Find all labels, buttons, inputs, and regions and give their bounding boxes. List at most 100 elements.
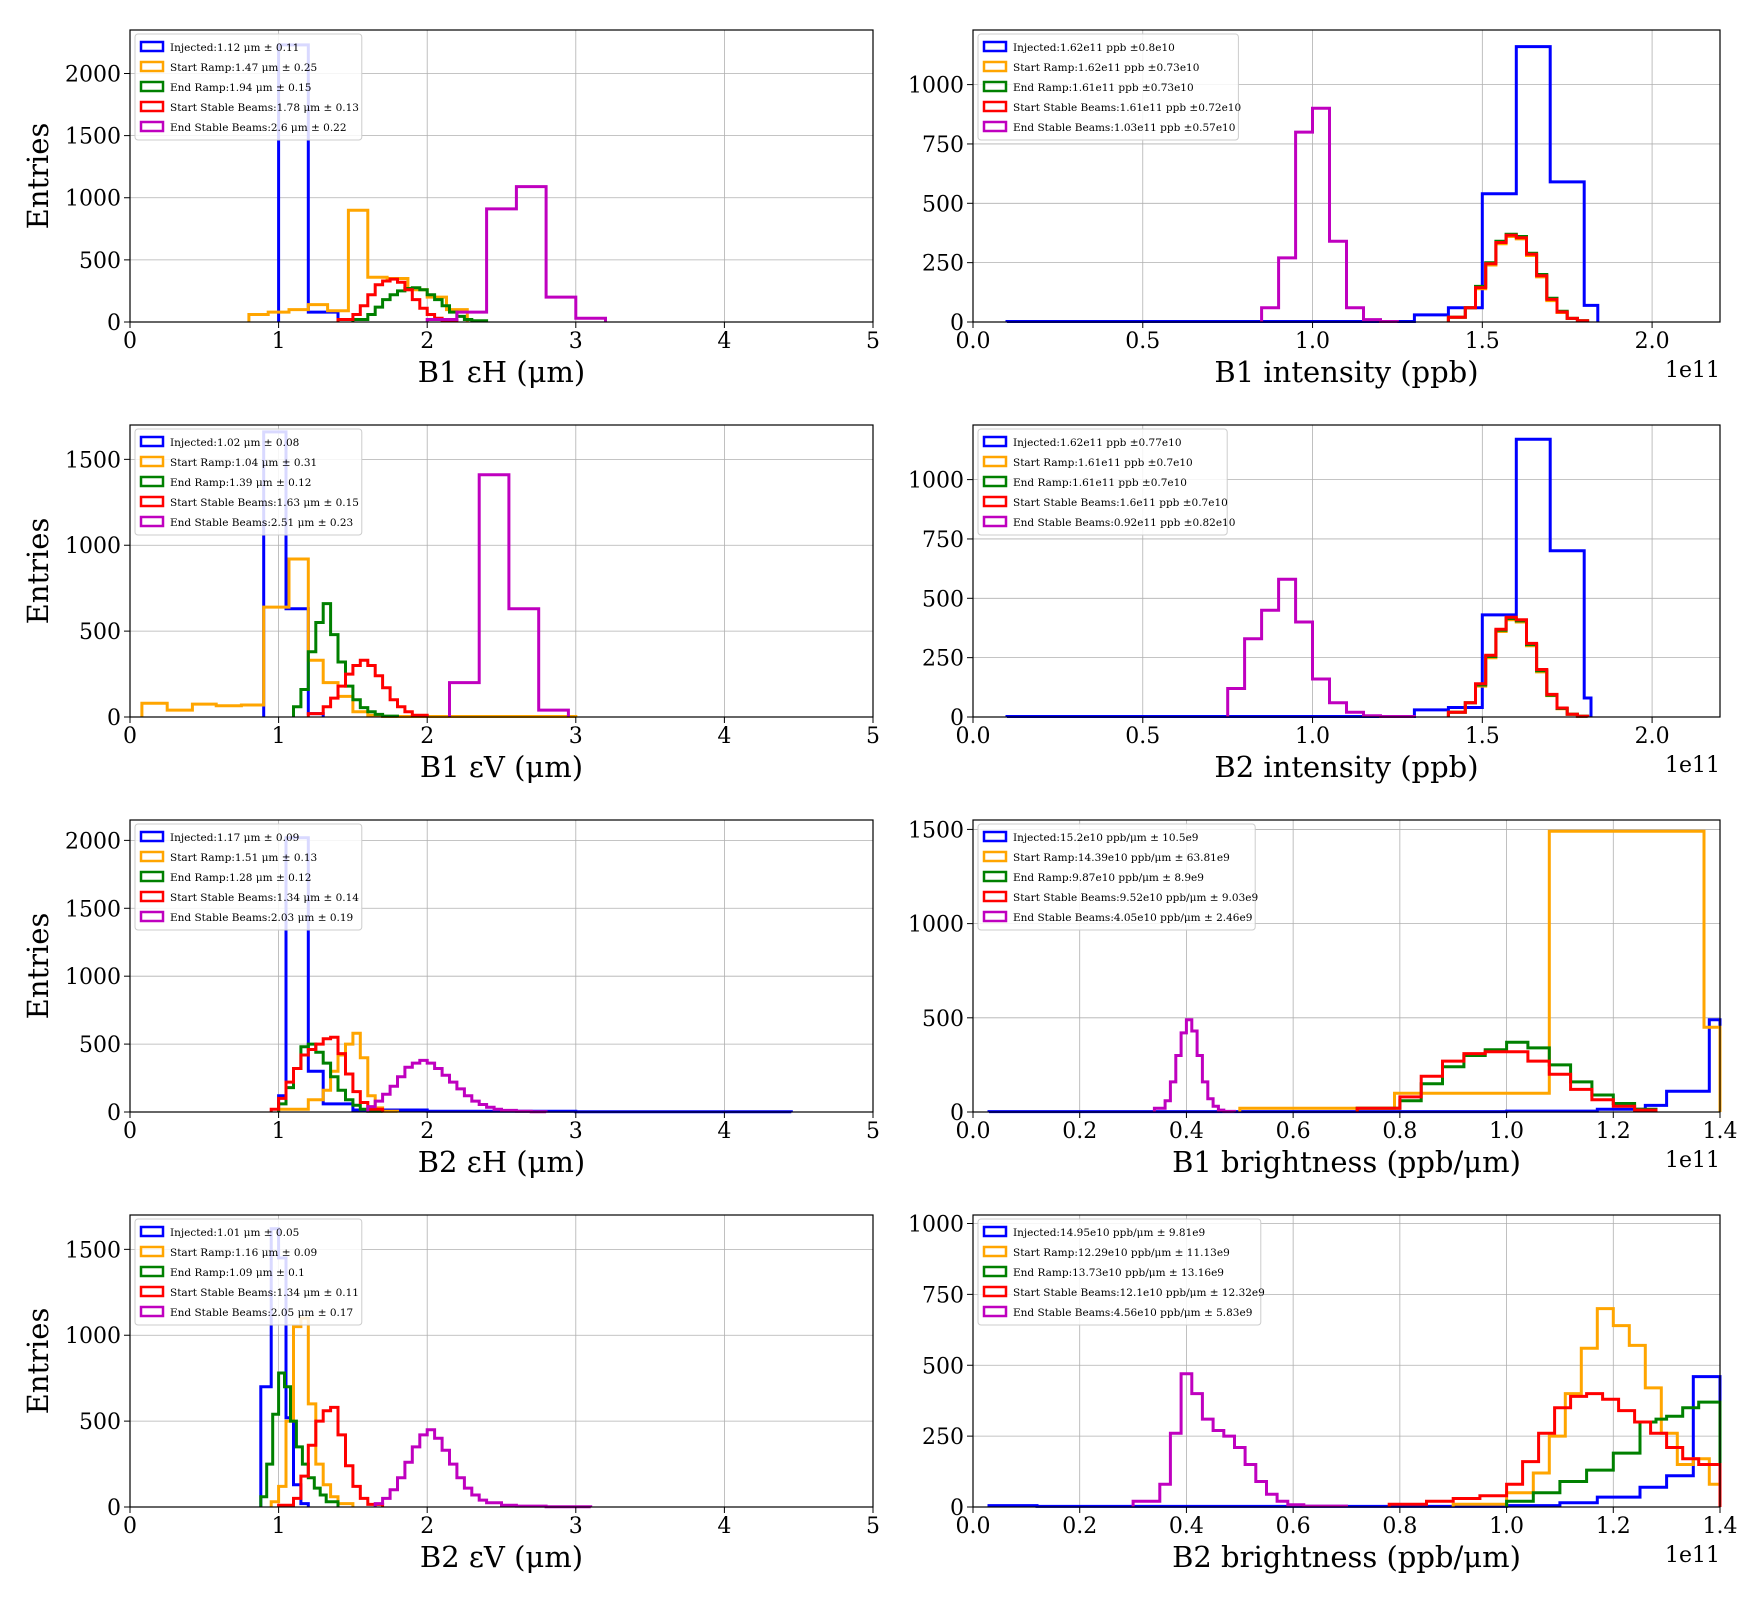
legend-swatch bbox=[982, 60, 1008, 73]
x-offset-text: 1e11 bbox=[1665, 358, 1720, 383]
y-tick-label: 1500 bbox=[65, 897, 121, 922]
legend-entry: Start Ramp:12.29e10 ppb/μm ± 11.13e9 bbox=[1013, 1247, 1230, 1259]
y-tick-label: 1500 bbox=[65, 125, 121, 150]
legend-entry: Injected:1.17 μm ± 0.09 bbox=[170, 832, 299, 844]
legend-swatch bbox=[139, 495, 165, 508]
legend-entry: Injected:1.01 μm ± 0.05 bbox=[170, 1227, 299, 1239]
x-tick-label: 0.6 bbox=[1276, 1514, 1311, 1539]
histogram-series-0 bbox=[987, 1018, 1722, 1114]
x-tick-label: 2 bbox=[420, 1514, 434, 1539]
x-offset-text: 1e11 bbox=[1665, 753, 1720, 778]
x-tick-label: 2.0 bbox=[1635, 724, 1670, 749]
x-tick-label: 1.5 bbox=[1465, 329, 1500, 354]
legend-swatch bbox=[139, 910, 165, 923]
x-tick-label: 0.0 bbox=[956, 724, 991, 749]
x-tick-label: 4 bbox=[717, 1119, 731, 1144]
legend-entry: Start Stable Beams:12.1e10 ppb/μm ± 12.3… bbox=[1013, 1287, 1265, 1299]
panel-1: 0 1 2 3 4 5 0 500 1000 1500 2000 B1 εH (μm) Entries I… bbox=[21, 29, 880, 389]
x-tick-label: 4 bbox=[717, 1514, 731, 1539]
histogram-series-3 bbox=[336, 277, 459, 323]
legend-entry: Start Stable Beams:1.34 μm ± 0.11 bbox=[170, 1287, 359, 1299]
panel-6: 0.0 0.2 0.4 0.6 0.8 1.0 1.2 1.4 0 500 1000 1500 B1 b… bbox=[908, 818, 1738, 1179]
y-tick-label: 1000 bbox=[65, 534, 121, 559]
legend-swatch bbox=[982, 100, 1008, 113]
axes-frame bbox=[129, 819, 874, 1113]
y-tick-label: 500 bbox=[922, 587, 964, 612]
legend-swatch bbox=[139, 515, 165, 528]
legend-swatch bbox=[139, 890, 165, 903]
x-tick-label: 1 bbox=[272, 724, 286, 749]
histogram-series-3 bbox=[1446, 233, 1590, 323]
panel-7: 0 1 2 3 4 5 0 500 1000 1500 B2 εV (μm) Entries Injec… bbox=[21, 1214, 880, 1574]
y-tick-label: 1000 bbox=[65, 1324, 121, 1349]
y-tick-label: 1000 bbox=[908, 913, 964, 938]
x-tick-label: 0.6 bbox=[1276, 1119, 1311, 1144]
histogram-series-1 bbox=[1238, 829, 1722, 1112]
x-tick-label: 3 bbox=[569, 724, 583, 749]
y-tick-label: 0 bbox=[107, 311, 121, 336]
legend-entry: Start Stable Beams:1.63 μm ± 0.15 bbox=[170, 497, 359, 509]
legend-swatch bbox=[139, 120, 165, 133]
legend-entry: Start Ramp:1.62e11 ppb ±0.73e10 bbox=[1013, 62, 1199, 74]
histogram-series-1 bbox=[247, 208, 469, 322]
legend-entry: Start Ramp:1.16 μm ± 0.09 bbox=[170, 1247, 317, 1259]
legend-swatch bbox=[139, 830, 165, 843]
x-tick-label: 0 bbox=[123, 1119, 137, 1144]
legend-entry: Start Stable Beams:1.78 μm ± 0.13 bbox=[170, 102, 359, 114]
legend: Injected:1.12 μm ± 0.11 Start Ramp:1.47 μ… bbox=[134, 33, 363, 141]
y-tick-label: 1000 bbox=[908, 469, 964, 494]
x-axis-label: B2 εV (μm) bbox=[420, 1540, 583, 1574]
histogram-series-3 bbox=[1355, 1050, 1658, 1112]
y-tick-label: 500 bbox=[79, 620, 121, 645]
legend-entry: End Ramp:9.87e10 ppb/μm ± 8.9e9 bbox=[1013, 872, 1204, 884]
legend-entry: Start Ramp:1.61e11 ppb ±0.7e10 bbox=[1013, 457, 1193, 469]
legend-swatch bbox=[982, 850, 1008, 863]
legend-box bbox=[977, 33, 1239, 141]
panel-5: 0 1 2 3 4 5 0 500 1000 1500 2000 B2 εH (μm) Entries I… bbox=[21, 819, 880, 1179]
x-axis-label: B1 εH (μm) bbox=[418, 355, 586, 389]
histogram-series-4 bbox=[366, 1058, 548, 1114]
x-tick-label: 5 bbox=[866, 1514, 880, 1539]
legend: Injected:15.2e10 ppb/μm ± 10.5e9 Start Ra… bbox=[977, 823, 1258, 931]
y-tick-label: 1000 bbox=[908, 1213, 964, 1238]
x-tick-label: 0.8 bbox=[1382, 1119, 1417, 1144]
legend-box bbox=[134, 1218, 363, 1326]
legend-swatch bbox=[982, 1225, 1008, 1238]
legend-swatch bbox=[982, 495, 1008, 508]
histogram-series-3 bbox=[277, 1405, 385, 1507]
x-tick-label: 0.2 bbox=[1062, 1514, 1097, 1539]
y-axis-label: Entries bbox=[21, 123, 55, 230]
legend-swatch bbox=[139, 1265, 165, 1278]
legend-swatch bbox=[982, 830, 1008, 843]
x-tick-label: 1 bbox=[272, 329, 286, 354]
axes-frame bbox=[129, 424, 874, 718]
legend-entry: End Stable Beams:2.6 μm ± 0.22 bbox=[170, 122, 347, 134]
legend-swatch bbox=[139, 870, 165, 883]
legend-entry: Start Stable Beams:1.34 μm ± 0.14 bbox=[170, 892, 359, 904]
axes-frame bbox=[972, 424, 1721, 718]
legend-entry: Start Stable Beams:1.6e11 ppb ±0.7e10 bbox=[1013, 497, 1228, 509]
legend-entry: End Ramp:1.61e11 ppb ±0.73e10 bbox=[1013, 82, 1194, 94]
x-tick-label: 1.4 bbox=[1703, 1119, 1738, 1144]
legend-entry: Start Ramp:14.39e10 ppb/μm ± 63.81e9 bbox=[1013, 852, 1230, 864]
x-tick-label: 1.0 bbox=[1295, 724, 1330, 749]
legend-entry: Injected:14.95e10 ppb/μm ± 9.81e9 bbox=[1013, 1227, 1205, 1239]
legend-entry: End Stable Beams:2.05 μm ± 0.17 bbox=[170, 1307, 353, 1319]
legend-swatch bbox=[982, 910, 1008, 923]
legend-swatch bbox=[982, 1305, 1008, 1318]
histogram-series-0 bbox=[259, 1227, 310, 1507]
y-tick-label: 1500 bbox=[908, 818, 964, 843]
x-tick-label: 1.2 bbox=[1596, 1514, 1631, 1539]
legend: Injected:1.62e11 ppb ±0.8e10 Start Ramp:1… bbox=[977, 33, 1241, 141]
y-tick-label: 0 bbox=[107, 1101, 121, 1126]
legend-swatch bbox=[982, 1285, 1008, 1298]
legend-entry: Injected:1.12 μm ± 0.11 bbox=[170, 42, 299, 54]
x-tick-label: 2 bbox=[420, 1119, 434, 1144]
x-axis-label: B1 εV (μm) bbox=[420, 750, 583, 784]
panel-3: 0 1 2 3 4 5 0 500 1000 1500 B1 εV (μm) Entries Injec… bbox=[21, 424, 880, 784]
x-tick-label: 1 bbox=[272, 1119, 286, 1144]
x-tick-label: 0.0 bbox=[956, 1119, 991, 1144]
panel-2: 0.0 0.5 1.0 1.5 2.0 0 250 500 750 1000 B1 intensit… bbox=[908, 29, 1721, 389]
histogram-series-1 bbox=[1451, 1307, 1722, 1507]
